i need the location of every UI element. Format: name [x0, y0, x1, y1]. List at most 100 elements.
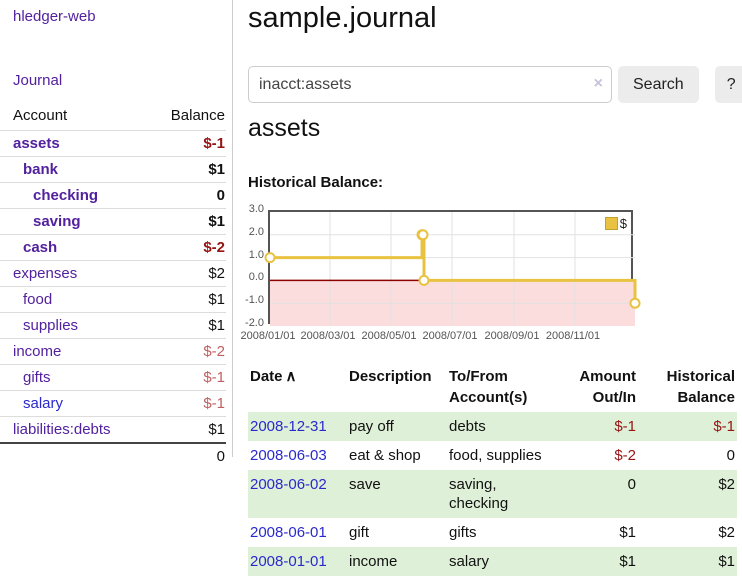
register-table: Date ∧ Description To/From Account(s) Amo…: [248, 362, 737, 576]
accounts-total-row: 0: [0, 442, 226, 469]
transaction-date-link[interactable]: 2008-06-03: [250, 447, 327, 464]
y-tick-label: -2.0: [245, 317, 264, 329]
transaction-accounts-cell: salary: [449, 553, 490, 570]
account-link-food[interactable]: food: [23, 291, 53, 308]
search-button[interactable]: Search: [618, 66, 699, 103]
search-bar: × Search ?: [248, 66, 742, 103]
account-balance: $-1: [150, 364, 226, 391]
account-link-gifts[interactable]: gifts: [23, 369, 51, 386]
sidebar: hledger-web Journal Account Balance asse…: [0, 0, 233, 469]
account-balance: $1: [150, 208, 226, 235]
register-header-date[interactable]: Date ∧: [250, 368, 297, 385]
register-row: 2008-06-03 eat & shop food, supplies $-2 0: [248, 441, 737, 470]
account-balance: $1: [150, 286, 226, 313]
transaction-description-cell: income: [349, 553, 398, 570]
x-tick-label: 2008/03/01: [300, 330, 356, 342]
accounts-header-balance: Balance: [150, 103, 226, 131]
x-tick-label: 2008/07/01: [422, 330, 478, 342]
sidebar-item-journal[interactable]: Journal: [13, 72, 63, 89]
sort-ascending-icon: ∧: [285, 368, 297, 385]
account-row: checking 0: [0, 182, 226, 209]
transaction-accounts-cell: saving, checking: [449, 476, 509, 512]
account-row: supplies $1: [0, 312, 226, 339]
account-row: bank $1: [0, 156, 226, 183]
register-header-historical: Historical Balance: [666, 368, 735, 406]
account-row: income $-2: [0, 338, 226, 365]
transaction-historical-cell: 0: [726, 447, 735, 464]
register-row: 2008-01-01 income salary $1 $1: [248, 547, 737, 576]
transaction-date-cell: 2008-01-01: [248, 547, 347, 576]
account-row: expenses $2: [0, 260, 226, 287]
x-tick-label: 2008/05/01: [361, 330, 417, 342]
transaction-date-cell: 2008-06-01: [248, 518, 347, 547]
account-link-assets[interactable]: assets: [13, 135, 60, 152]
register-row: 2008-06-02 save saving, checking 0 $2: [248, 470, 737, 518]
search-input[interactable]: [248, 66, 612, 103]
account-balance: $-2: [150, 338, 226, 365]
y-tick-label: 2.0: [248, 225, 264, 238]
historical-balance-chart: 3.0 2.0 1.0 0.0 -1.0 -2.0 $ 2008/01/01 2008/03…: [240, 203, 668, 348]
account-balance: 0: [150, 182, 226, 209]
account-row: assets $-1: [0, 130, 226, 157]
transaction-date-link[interactable]: 2008-06-01: [250, 524, 327, 541]
transaction-amount-cell: $-2: [614, 447, 636, 464]
chart-canvas: [264, 212, 641, 326]
accounts-header-account: Account: [0, 103, 151, 131]
help-button[interactable]: ?: [714, 66, 742, 103]
account-link-bank[interactable]: bank: [23, 161, 59, 178]
account-balance: $1: [150, 416, 226, 444]
account-link-checking[interactable]: checking: [33, 187, 99, 204]
account-balance: $1: [150, 156, 226, 183]
transaction-date-link[interactable]: 2008-01-01: [250, 553, 327, 570]
account-link-saving[interactable]: saving: [33, 213, 81, 230]
transaction-date-link[interactable]: 2008-06-02: [250, 476, 327, 493]
transaction-accounts-cell: gifts: [449, 524, 477, 541]
y-tick-label: -1.0: [245, 294, 264, 307]
transaction-description-cell: gift: [349, 524, 370, 541]
account-link-cash[interactable]: cash: [23, 239, 58, 256]
transaction-date-cell: 2008-06-02: [248, 470, 347, 518]
account-balance: $-2: [150, 234, 226, 261]
account-row: cash $-2: [0, 234, 226, 261]
transaction-amount-cell: 0: [627, 476, 636, 493]
account-link-liabilities-debts[interactable]: liabilities:debts: [13, 421, 111, 438]
y-tick-label: 0.0: [248, 271, 264, 284]
account-link-expenses[interactable]: expenses: [13, 265, 78, 282]
account-balance: $1: [150, 312, 226, 339]
account-link-supplies[interactable]: supplies: [23, 317, 79, 334]
account-balance: $-1: [150, 390, 226, 417]
x-tick-label: 2008/11/01: [545, 330, 601, 342]
chart-title: Historical Balance:: [248, 174, 384, 191]
account-balance: $2: [150, 260, 226, 287]
chart-plot-area: $: [264, 210, 641, 326]
account-link-salary[interactable]: salary: [23, 395, 64, 412]
clear-search-icon[interactable]: ×: [593, 75, 603, 92]
account-row: liabilities:debts $1: [0, 416, 226, 444]
register-row: 2008-06-01 gift gifts $1 $2: [248, 518, 737, 547]
accounts-table: Account Balance assets $-1 bank $1 checking 0…: [0, 103, 226, 469]
transaction-date-cell: 2008-12-31: [248, 412, 347, 441]
y-tick-label: 3.0: [248, 203, 264, 215]
transaction-amount-cell: $-1: [614, 418, 636, 435]
x-tick-label: 2008/09/01: [484, 330, 540, 342]
transaction-date-link[interactable]: 2008-12-31: [250, 418, 327, 435]
account-row: salary $-1: [0, 390, 226, 417]
chart-legend: $: [602, 215, 629, 232]
account-balance: $-1: [150, 130, 226, 157]
transaction-date-cell: 2008-06-03: [248, 441, 347, 470]
account-heading: assets: [248, 114, 321, 142]
transaction-description-cell: eat & shop: [349, 447, 421, 464]
transaction-description-cell: save: [349, 476, 381, 493]
transaction-accounts-cell: food, supplies: [449, 447, 542, 464]
register-header-description: Description: [349, 368, 432, 385]
app-title-link[interactable]: hledger-web: [13, 8, 96, 25]
x-tick-label: 2008/01/01: [240, 330, 296, 342]
transaction-historical-cell: $1: [718, 553, 735, 570]
y-tick-label: 1.0: [248, 248, 264, 261]
register-header-amount: Amount Out/In: [579, 368, 636, 406]
transaction-historical-cell: $2: [718, 476, 735, 493]
register-header-tofrom: To/From Account(s): [449, 368, 528, 406]
transaction-description-cell: pay off: [349, 418, 394, 435]
legend-swatch-icon: [604, 217, 618, 230]
account-link-income[interactable]: income: [13, 343, 62, 360]
